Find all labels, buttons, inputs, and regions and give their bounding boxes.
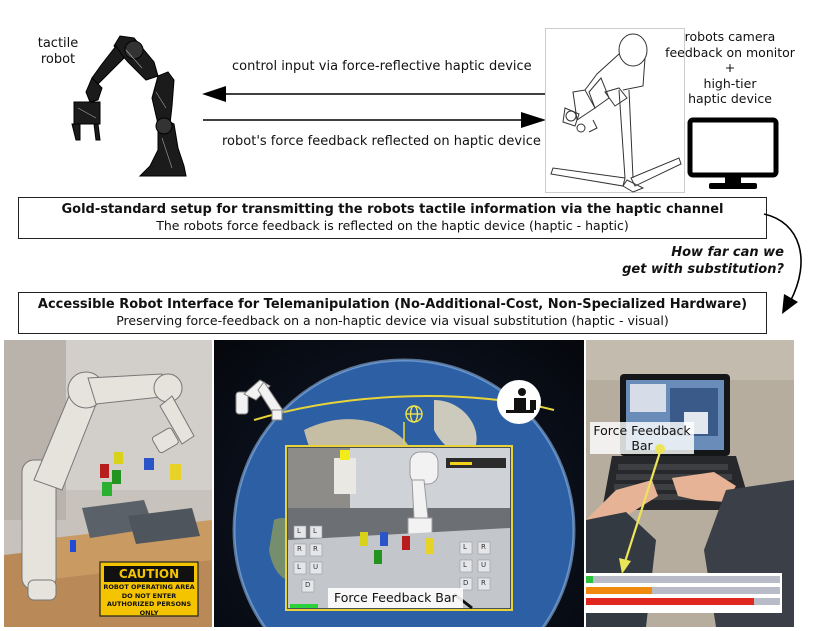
btn-l-6[interactable]: D xyxy=(305,581,311,589)
btn-r-0[interactable]: L xyxy=(463,543,467,551)
gold-standard-subtitle: The robots force feedback is reflected o… xyxy=(156,218,629,233)
force-bar-fill-2 xyxy=(586,598,754,605)
globe-interface-photo: L L R R L U D L R L U D R Force Feedback… xyxy=(214,340,584,627)
robot-setup-photo: CAUTION ROBOT OPERATING AREA DO NOT ENTE… xyxy=(4,340,212,627)
force-bar-pointer xyxy=(619,444,665,574)
force-bars-container xyxy=(586,576,780,608)
force-bar-fill-0 xyxy=(586,576,593,583)
tactile-robot-sketch xyxy=(71,35,187,177)
force-feedback-bar-label: Force Feedback Bar xyxy=(328,588,463,608)
btn-l-3[interactable]: R xyxy=(313,545,318,553)
curved-arrow xyxy=(763,213,802,314)
btn-r-4[interactable]: D xyxy=(463,579,469,587)
btn-r-2[interactable]: L xyxy=(463,561,467,569)
btn-l-1[interactable]: L xyxy=(313,527,317,535)
btn-l-4[interactable]: L xyxy=(297,563,301,571)
left-arrow xyxy=(202,86,545,102)
btn-l-5[interactable]: U xyxy=(313,563,319,571)
btn-r-5[interactable]: R xyxy=(481,579,486,587)
tactile-robot-label: tactile robot xyxy=(37,36,79,67)
caution-title: CAUTION xyxy=(118,567,180,581)
robot-scene xyxy=(4,340,212,627)
btn-r-1[interactable]: R xyxy=(481,543,486,551)
accessible-interface-title: Accessible Robot Interface for Telemanip… xyxy=(37,297,748,312)
btn-l-0[interactable]: L xyxy=(297,527,301,535)
accessible-interface-box: Accessible Robot Interface for Telemanip… xyxy=(18,292,767,334)
caution-lines: ROBOT OPERATING AREA DO NOT ENTER AUTHOR… xyxy=(103,583,195,617)
force-bar-track-2 xyxy=(586,598,780,605)
gold-standard-title: Gold-standard setup for transmitting the… xyxy=(61,202,724,217)
force-bar-fill-1 xyxy=(586,587,652,594)
haptic-device-sketch xyxy=(545,28,685,193)
gold-standard-box: Gold-standard setup for transmitting the… xyxy=(18,197,767,239)
btn-r-3[interactable]: U xyxy=(481,561,487,569)
monitor-icon xyxy=(687,117,779,189)
force-bar-track-0 xyxy=(586,576,780,583)
question-text: How far can we get with substitution? xyxy=(622,245,784,277)
force-bar-track-1 xyxy=(586,587,780,594)
right-setup-label: robots camera feedback on monitor + high… xyxy=(665,29,795,106)
btn-l-2[interactable]: R xyxy=(297,545,302,553)
accessible-interface-subtitle: Preserving force-feedback on a non-hapti… xyxy=(116,313,669,328)
right-force-bar-label: Force Feedback Bar xyxy=(590,422,694,454)
laptop-photo xyxy=(586,340,794,627)
globe-scene xyxy=(232,358,576,627)
arrow-top-label: control input via force-reflective hapti… xyxy=(232,59,532,74)
arrow-bottom-label: robot's force feedback reflected on hapt… xyxy=(222,134,541,149)
right-arrow xyxy=(203,112,546,128)
